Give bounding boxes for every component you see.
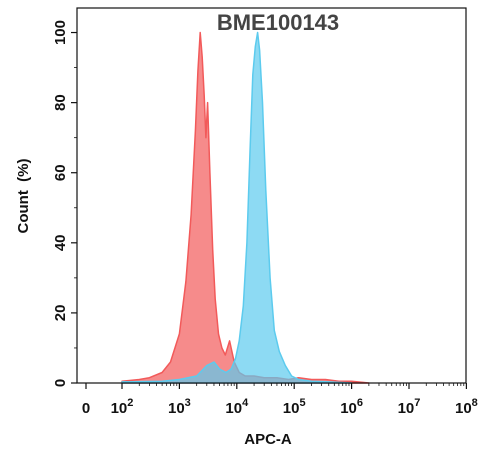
series-layer — [121, 31, 370, 384]
x-tick-label: 105 — [283, 397, 306, 417]
x-axis-label: APC-A — [244, 431, 292, 448]
histogram-series-2 — [121, 31, 353, 384]
y-tick-label: 0 — [52, 379, 69, 387]
x-tick-label: 106 — [340, 397, 363, 417]
x-tick-label: 108 — [455, 397, 478, 417]
y-tick-label: 20 — [52, 305, 69, 322]
x-tick-label: 102 — [111, 397, 134, 417]
y-tick-label: 80 — [52, 94, 69, 111]
y-tick-label: 40 — [52, 234, 69, 251]
y-tick-label: 60 — [52, 164, 69, 181]
axis-layer: 0 102 103 104 105 106 107 108 0 20 40 60 80 100 — [52, 20, 478, 417]
x-tick-label: 107 — [398, 397, 421, 417]
y-tick-label: 100 — [52, 20, 69, 45]
x-tick-label: 0 — [82, 400, 90, 417]
x-tick-label: 104 — [225, 397, 249, 417]
y-axis-label: Count (%) — [15, 159, 32, 234]
x-tick-label: 103 — [168, 397, 191, 417]
histogram-series-1 — [121, 31, 370, 384]
chart-title: BME100143 — [217, 10, 339, 35]
